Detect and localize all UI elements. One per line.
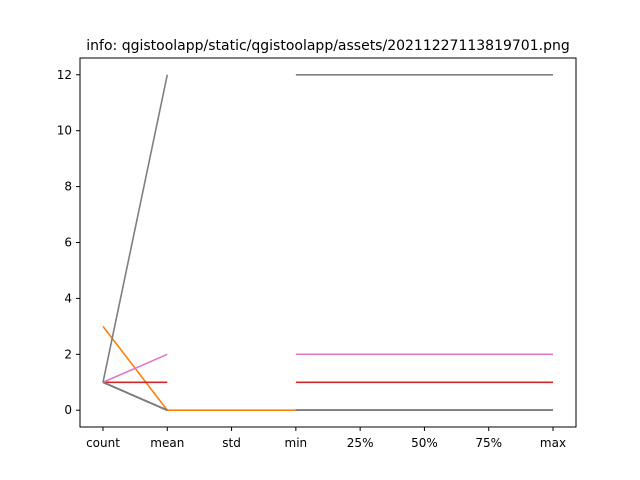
series-line-0: [102, 381, 553, 412]
series-line-2: [102, 381, 553, 412]
x-tick-label: std: [222, 436, 241, 450]
series-line-1: [102, 325, 296, 412]
y-tick-label: 6: [64, 236, 72, 250]
series-line-6: [102, 353, 553, 384]
plot-frame: [79, 57, 577, 428]
x-tick-label: 25%: [347, 436, 374, 450]
series-line-7: [102, 73, 553, 383]
y-tick-label: 8: [64, 180, 72, 194]
x-tick-label: min: [285, 436, 308, 450]
x-tick-label: mean: [150, 436, 184, 450]
y-tick-label: 10: [57, 124, 72, 138]
x-tick-label: 50%: [411, 436, 438, 450]
series-line-8: [102, 381, 553, 412]
x-tick-label: 75%: [475, 436, 502, 450]
series-line-5: [102, 381, 553, 412]
series-line-4: [102, 381, 553, 412]
x-tick-label: max: [540, 436, 566, 450]
x-axis: count mean std min 25% 50% 75% max: [86, 427, 566, 450]
y-tick-label: 12: [57, 68, 72, 82]
y-tick-label: 2: [64, 347, 72, 361]
plot-lines: [102, 73, 553, 412]
chart-title: info: qgistoolapp/static/qgistoolapp/ass…: [86, 38, 569, 54]
x-tick-label: count: [86, 436, 120, 450]
y-axis: 0 2 4 6 8 10 12: [57, 68, 80, 417]
y-tick-label: 4: [64, 291, 72, 305]
y-tick-label: 0: [64, 403, 72, 417]
